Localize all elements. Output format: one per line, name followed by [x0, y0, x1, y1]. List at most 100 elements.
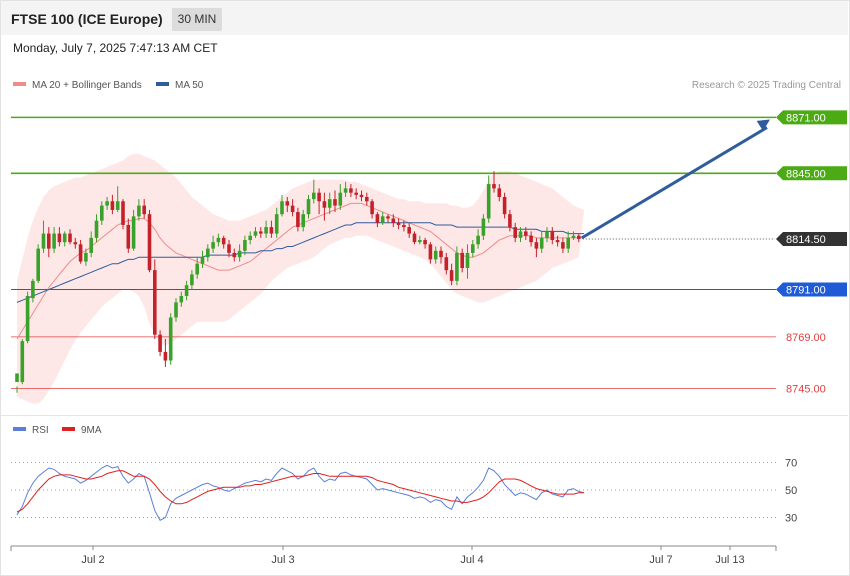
rsi-tick-label: 70	[785, 458, 797, 470]
candle-body	[545, 231, 549, 238]
pivot-label: 8791.00	[786, 285, 826, 297]
candle-body	[211, 242, 215, 249]
candle-body	[428, 244, 433, 260]
datetime-label: Monday, July 7, 2025 7:47:13 AM CET	[13, 41, 218, 55]
candle-body	[338, 192, 343, 206]
candle-body	[571, 235, 576, 238]
candle-body	[439, 250, 443, 258]
candle-body	[465, 252, 470, 268]
candle-body	[36, 248, 40, 281]
candle-body	[322, 201, 327, 208]
rsi-tick-label: 30	[785, 513, 797, 525]
candle-body	[550, 231, 555, 241]
candle-body	[333, 199, 337, 206]
candle-body	[227, 244, 231, 253]
candle-body	[386, 216, 390, 219]
candle-body	[200, 257, 205, 264]
candle-body	[518, 231, 523, 238]
candle-body	[232, 252, 237, 258]
candle-body	[365, 196, 369, 202]
timeframe-badge[interactable]: 30 MIN	[172, 8, 222, 31]
candle-body	[195, 263, 199, 275]
candle-body	[243, 240, 247, 251]
candle-body	[566, 237, 570, 249]
candle-body	[359, 194, 364, 197]
candle-body	[110, 201, 115, 210]
candle-body	[147, 214, 152, 271]
candle-body	[508, 214, 512, 228]
projection-arrow	[581, 126, 768, 240]
candle-body	[555, 240, 560, 243]
candle-body	[312, 192, 316, 200]
resistance-tag	[776, 110, 847, 125]
legend-9ma: 9MA	[62, 425, 102, 436]
candle-body	[52, 233, 56, 249]
candle-body	[476, 235, 480, 245]
resistance-tag	[776, 166, 847, 181]
candle-body	[539, 237, 544, 249]
candle-body	[100, 205, 104, 221]
instrument-title: FTSE 100 (ICE Europe)	[11, 11, 163, 27]
candle-body	[396, 222, 401, 225]
candle-body	[221, 237, 226, 245]
candle-body	[380, 216, 385, 223]
candle-body	[301, 214, 305, 228]
9ma-line	[16, 470, 585, 513]
candle-body	[418, 240, 422, 243]
candle-body	[269, 227, 274, 234]
candle-body	[370, 201, 374, 215]
candle-body	[481, 218, 486, 236]
candle-body	[142, 205, 146, 215]
ma50-label: MA 50	[175, 80, 204, 91]
rsi-swatch	[13, 427, 26, 432]
candle-body	[296, 212, 300, 228]
candle-body	[78, 244, 83, 262]
candle-body	[15, 373, 19, 383]
candle-body	[561, 242, 565, 249]
ma9-swatch	[62, 427, 75, 432]
candle-body	[41, 233, 46, 249]
candle-body	[168, 317, 173, 361]
candle-body	[497, 188, 502, 197]
candle-body	[20, 341, 25, 383]
ma50-swatch	[156, 82, 169, 87]
candle-body	[460, 252, 464, 268]
legend-ma20: MA 20 + Bollinger Bands	[13, 80, 142, 91]
candle-body	[253, 231, 258, 236]
x-tick-label: Jul 2	[81, 554, 104, 566]
support-label: 8769.00	[786, 332, 826, 344]
candle-body	[62, 233, 67, 243]
candle-body	[471, 244, 475, 253]
candle-body	[126, 224, 131, 249]
candle-body	[513, 227, 517, 238]
resistance-label: 8845.00	[786, 168, 826, 180]
candle-body	[285, 201, 290, 206]
resistance-label: 8871.00	[786, 112, 826, 124]
candle-body	[354, 192, 358, 195]
projection-arrowhead	[756, 119, 770, 131]
candle-body	[68, 233, 72, 243]
x-tick-label: Jul 7	[649, 554, 672, 566]
credit-text: Research © 2025 Trading Central	[691, 80, 841, 91]
candle-body	[121, 201, 125, 225]
candle-body	[47, 233, 51, 249]
candle-body	[131, 216, 136, 249]
last-price-tag	[776, 231, 847, 246]
candle-body	[31, 280, 35, 299]
legend-ma50: MA 50	[156, 80, 203, 91]
candle-body	[577, 235, 581, 239]
candle-body	[190, 274, 194, 286]
candle-body	[174, 302, 178, 318]
candle-body	[433, 250, 438, 260]
candle-body	[391, 218, 396, 223]
candle-body	[327, 199, 332, 208]
candle-body	[57, 233, 62, 243]
x-tick-label: Jul 4	[460, 554, 483, 566]
candle-body	[84, 252, 88, 262]
candle-body	[89, 237, 93, 253]
candle-body	[153, 270, 157, 335]
candle-body	[492, 184, 496, 189]
candle-body	[529, 235, 533, 243]
pivot-tag	[776, 282, 847, 297]
